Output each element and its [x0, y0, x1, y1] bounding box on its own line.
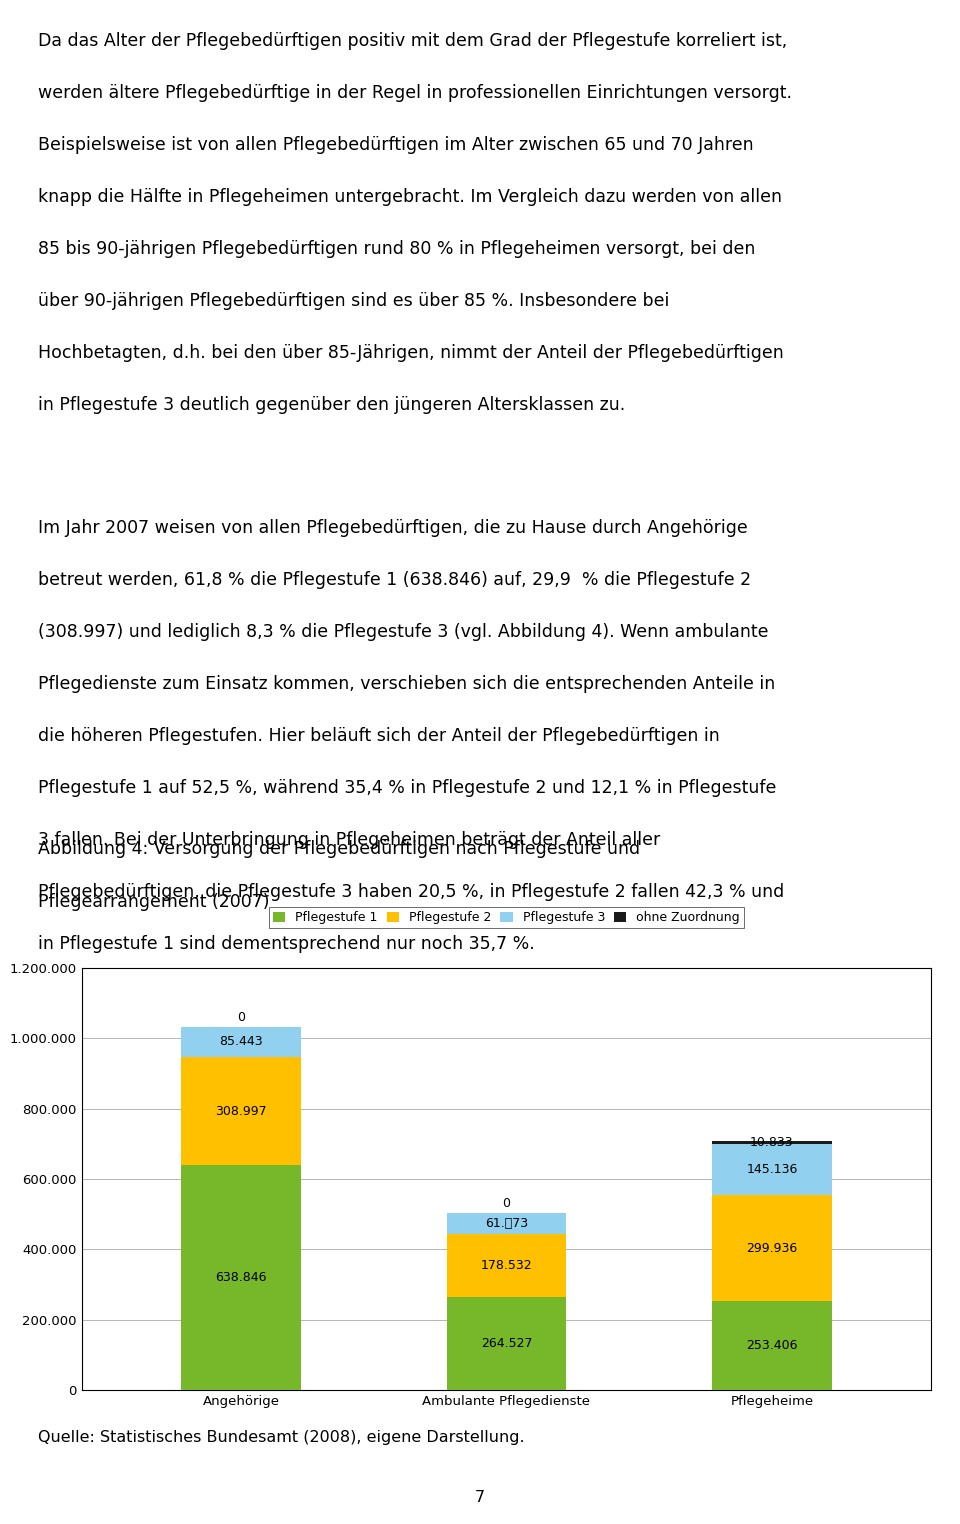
- Bar: [446, 1213, 566, 1234]
- Bar: [712, 1195, 831, 1301]
- Text: 0: 0: [502, 1196, 511, 1210]
- Text: 264.527: 264.527: [481, 1337, 532, 1350]
- Text: die höheren Pflegestufen. Hier beläuft sich der Anteil der Pflegebedürftigen in: die höheren Pflegestufen. Hier beläuft s…: [38, 727, 720, 745]
- Text: betreut werden, 61,8 % die Pflegestufe 1 (638.846) auf, 29,9  % die Pflegestufe : betreut werden, 61,8 % die Pflegestufe 1…: [38, 572, 752, 588]
- Bar: [181, 1056, 300, 1166]
- Text: 7: 7: [475, 1490, 485, 1506]
- Text: Pflegedienste zum Einsatz kommen, verschieben sich die entsprechenden Anteile in: Pflegedienste zum Einsatz kommen, versch…: [38, 675, 776, 693]
- Text: werden ältere Pflegebedürftige in der Regel in professionellen Einrichtungen ver: werden ältere Pflegebedürftige in der Re…: [38, 84, 792, 102]
- Text: 145.136: 145.136: [746, 1163, 798, 1177]
- Text: über 90-jährigen Pflegebedürftigen sind es über 85 %. Insbesondere bei: über 90-jährigen Pflegebedürftigen sind …: [38, 293, 670, 309]
- Bar: [446, 1297, 566, 1390]
- Text: 10.833: 10.833: [750, 1135, 794, 1149]
- Text: (308.997) und lediglich 8,3 % die Pflegestufe 3 (vgl. Abbildung 4). Wenn ambulan: (308.997) und lediglich 8,3 % die Pflege…: [38, 623, 769, 642]
- Bar: [446, 1234, 566, 1297]
- Text: Da das Alter der Pflegebedürftigen positiv mit dem Grad der Pflegestufe korrelie: Da das Alter der Pflegebedürftigen posit…: [38, 32, 787, 50]
- Text: 178.532: 178.532: [481, 1259, 532, 1273]
- Text: Abbildung 4: Versorgung der Pflegebedürftigen nach Pflegestufe und: Abbildung 4: Versorgung der Pflegebedürf…: [38, 840, 640, 858]
- Text: 61.⁳73: 61.⁳73: [485, 1218, 528, 1230]
- Text: 3 fallen. Bei der Unterbringung in Pflegeheimen beträgt der Anteil aller: 3 fallen. Bei der Unterbringung in Pfleg…: [38, 831, 660, 849]
- Text: 253.406: 253.406: [746, 1340, 798, 1352]
- Text: 308.997: 308.997: [215, 1105, 267, 1117]
- Text: Pflegestufe 1 auf 52,5 %, während 35,4 % in Pflegestufe 2 und 12,1 % in Pflegest: Pflegestufe 1 auf 52,5 %, während 35,4 %…: [38, 779, 777, 797]
- Bar: [712, 1301, 831, 1390]
- Text: Beispielsweise ist von allen Pflegebedürftigen im Alter zwischen 65 und 70 Jahre: Beispielsweise ist von allen Pflegebedür…: [38, 136, 754, 154]
- Text: knapp die Hälfte in Pflegeheimen untergebracht. Im Vergleich dazu werden von all: knapp die Hälfte in Pflegeheimen unterge…: [38, 187, 782, 206]
- Bar: [712, 1140, 831, 1145]
- Text: 85 bis 90-jährigen Pflegebedürftigen rund 80 % in Pflegeheimen versorgt, bei den: 85 bis 90-jährigen Pflegebedürftigen run…: [38, 239, 756, 258]
- Text: in Pflegestufe 1 sind dementsprechend nur noch 35,7 %.: in Pflegestufe 1 sind dementsprechend nu…: [38, 936, 535, 952]
- Legend: Pflegestufe 1, Pflegestufe 2, Pflegestufe 3, ohne Zuordnung: Pflegestufe 1, Pflegestufe 2, Pflegestuf…: [269, 907, 744, 928]
- Bar: [181, 1027, 300, 1056]
- Text: Pflegebedürftigen, die Pflegestufe 3 haben 20,5 %, in Pflegestufe 2 fallen 42,3 : Pflegebedürftigen, die Pflegestufe 3 hab…: [38, 882, 784, 901]
- Bar: [712, 1145, 831, 1195]
- Text: 85.443: 85.443: [219, 1035, 263, 1049]
- Bar: [181, 1166, 300, 1390]
- Text: 299.936: 299.936: [746, 1242, 798, 1254]
- Text: Quelle: Statistisches Bundesamt (2008), eigene Darstellung.: Quelle: Statistisches Bundesamt (2008), …: [38, 1430, 525, 1445]
- Text: 638.846: 638.846: [215, 1271, 267, 1285]
- Text: in Pflegestufe 3 deutlich gegenüber den jüngeren Altersklassen zu.: in Pflegestufe 3 deutlich gegenüber den …: [38, 396, 626, 415]
- Text: Im Jahr 2007 weisen von allen Pflegebedürftigen, die zu Hause durch Angehörige: Im Jahr 2007 weisen von allen Pflegebedü…: [38, 520, 748, 536]
- Text: Pflegearrangement (2007): Pflegearrangement (2007): [38, 893, 270, 911]
- Text: 0: 0: [237, 1010, 245, 1024]
- Text: Hochbetagten, d.h. bei den über 85-Jährigen, nimmt der Anteil der Pflegebedürfti: Hochbetagten, d.h. bei den über 85-Jähri…: [38, 344, 784, 363]
